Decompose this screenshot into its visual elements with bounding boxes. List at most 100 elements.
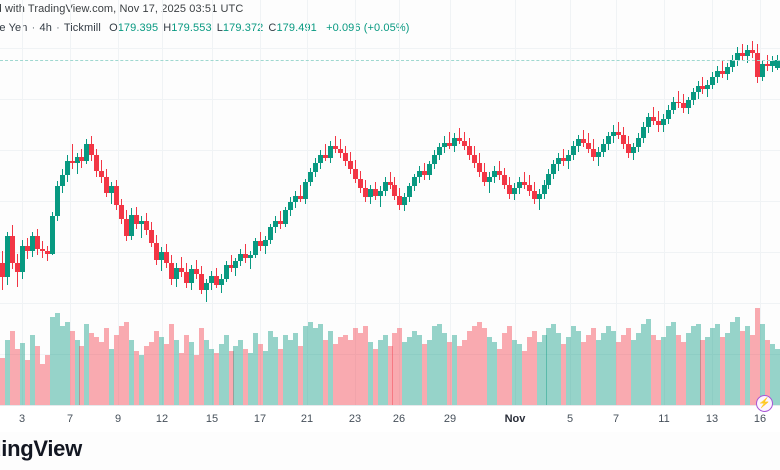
volume-bar (541, 335, 547, 405)
legend-interval[interactable]: 4h (39, 22, 52, 34)
volume-bar (591, 328, 597, 405)
volume-bar (74, 339, 80, 405)
time-axis-tick: 26 (392, 413, 406, 425)
candle-body (258, 241, 264, 246)
candle-body (556, 158, 562, 165)
volume-bar (64, 321, 70, 405)
candle-body (531, 191, 537, 199)
volume-bar (198, 328, 204, 405)
time-axis-tick: 23 (348, 413, 362, 425)
candle-body (665, 109, 671, 120)
volume-bar (700, 339, 706, 405)
volume-bar (621, 335, 626, 405)
candle-wick (563, 148, 565, 166)
candle-body (466, 145, 472, 156)
volume-bar (730, 321, 736, 405)
lightning-bolt-icon[interactable]: ⚡ (756, 395, 773, 412)
candle-body (576, 139, 582, 146)
candle-body (735, 53, 741, 60)
volume-bar (49, 317, 55, 405)
candle-body (387, 181, 393, 185)
volume-bar (561, 344, 567, 405)
gridline-vertical (355, 0, 356, 405)
volume-bar (715, 323, 721, 405)
volume-bar (352, 328, 358, 405)
volume-bar (84, 323, 90, 405)
time-axis[interactable]: 3 7 9 12 15 17 21 23 26 29 Nov 5 7 11 13 16 (0, 405, 780, 432)
candle-body (29, 235, 35, 252)
candle-body (685, 100, 691, 109)
candle-body (501, 175, 507, 185)
candle-body (168, 263, 174, 279)
candle-body (268, 227, 274, 240)
volume-pane[interactable] (0, 300, 780, 405)
candle-wick (141, 216, 143, 238)
volume-bar (342, 335, 348, 405)
candle-wick (618, 122, 620, 140)
candle-body (69, 161, 75, 163)
volume-bar (377, 339, 383, 405)
volume-bar (94, 337, 100, 405)
candle-body (750, 50, 756, 54)
legend-ohlc-h: H179.553 (163, 22, 212, 34)
legend-ohlc: O179.395 H179.553 L179.372 C179.491 (104, 22, 317, 34)
candle-body (114, 186, 120, 206)
candle-body (377, 191, 383, 196)
candle-body (442, 142, 448, 148)
candle-body (546, 173, 552, 185)
candle-body (635, 137, 641, 148)
legend-symbol[interactable]: Euro / Japanese Yen (0, 22, 28, 34)
candle-body (173, 267, 179, 279)
time-axis-tick: 12 (155, 413, 169, 425)
candle-body (770, 61, 776, 66)
volume-bar (635, 332, 641, 405)
candle-body (337, 148, 343, 154)
candle-body (248, 255, 254, 259)
volume-bar (54, 312, 60, 405)
candle-wick (459, 128, 461, 145)
volume-bar (288, 339, 294, 405)
volume-bar (283, 335, 289, 405)
legend-exchange[interactable]: Tickmill (63, 22, 101, 34)
gridline-vertical (22, 0, 23, 405)
candle-body (263, 239, 269, 246)
volume-bar (462, 339, 468, 405)
time-axis-tick: Nov (504, 413, 526, 425)
gridline-horizontal (0, 303, 780, 304)
volume-bar (546, 328, 552, 405)
candle-wick (111, 181, 113, 204)
volume-bar (238, 339, 244, 405)
volume-bar (44, 355, 50, 405)
volume-bar (471, 326, 477, 405)
volume-bar (367, 341, 373, 405)
candle-body (144, 220, 150, 231)
candle-body (740, 53, 746, 57)
gridline-horizontal (0, 150, 780, 151)
candle-body (675, 101, 681, 104)
candle-body (680, 103, 686, 109)
gridline-vertical (450, 0, 451, 405)
volume-bar (317, 323, 323, 405)
candle-body (670, 101, 676, 110)
volume-bar (407, 337, 413, 405)
volume-bar (34, 346, 40, 405)
volume-bar (625, 328, 631, 405)
candle-body (158, 252, 164, 260)
volume-bar (193, 355, 199, 405)
candle-body (99, 170, 105, 177)
volume-bar (402, 341, 408, 405)
candle-body (481, 172, 487, 182)
candle-wick (598, 147, 600, 166)
volume-bar (223, 335, 229, 405)
candle-body (392, 184, 398, 196)
gridline-vertical (70, 0, 71, 405)
price-pane[interactable] (0, 40, 780, 310)
volume-bar (685, 332, 691, 405)
candle-wick (488, 172, 490, 193)
candle-wick (205, 278, 207, 303)
time-axis-tick: 3 (18, 413, 26, 425)
candle-wick (677, 90, 679, 109)
candle-body (347, 161, 353, 170)
gridline-vertical (515, 0, 516, 405)
chart-legend: Euro / Japanese Yen · 4h · Tickmill O179… (0, 22, 410, 34)
